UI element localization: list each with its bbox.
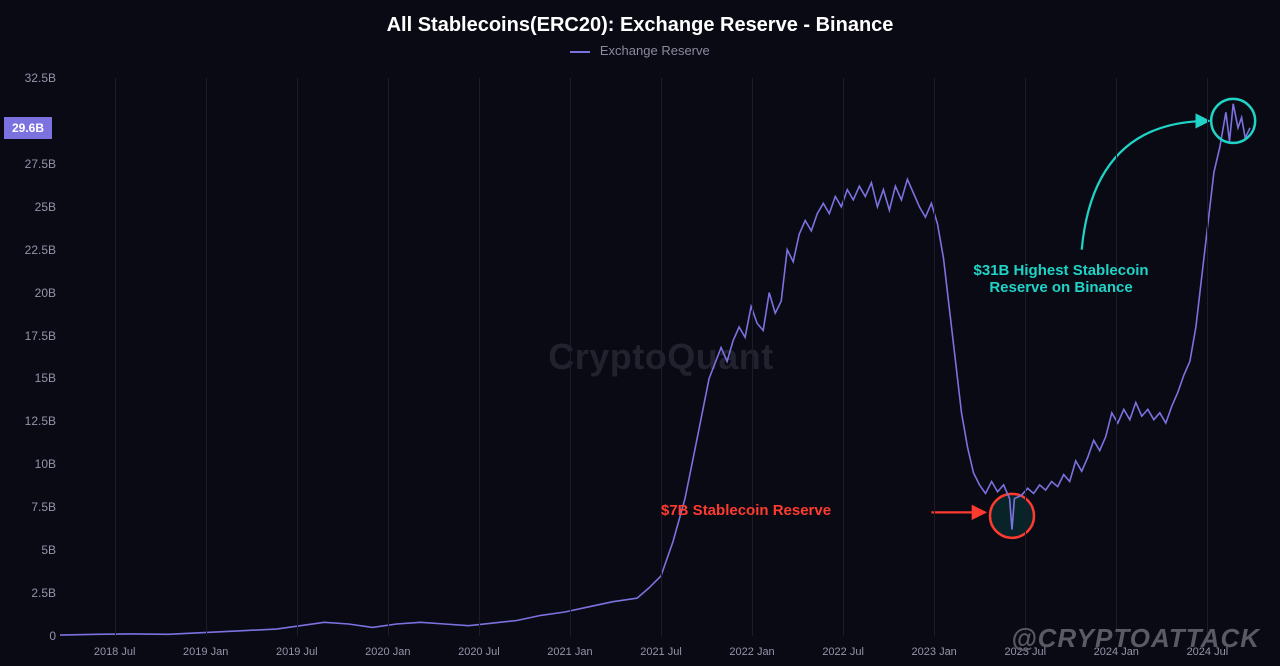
chart-plot-area: CryptoQuant 02.5B5B7.5B10B12.5B15B17.5B2…	[60, 78, 1262, 636]
annotation-high-arrow	[1082, 121, 1209, 250]
y-tick-label: 27.5B	[6, 157, 56, 171]
y-tick-label: 15B	[6, 371, 56, 385]
annotation-high-label: $31B Highest StablecoinReserve on Binanc…	[974, 262, 1149, 296]
chart-legend: Exchange Reserve	[0, 43, 1280, 58]
y-tick-label: 22.5B	[6, 243, 56, 257]
y-tick-label: 17.5B	[6, 329, 56, 343]
series-line	[60, 104, 1250, 635]
x-tick-label: 2019 Jul	[276, 646, 318, 658]
x-tick-label: 2020 Jan	[365, 646, 410, 658]
x-gridline	[1116, 78, 1117, 636]
annotation-low-label: $7B Stablecoin Reserve	[661, 502, 831, 519]
x-tick-label: 2021 Jul	[640, 646, 682, 658]
x-tick-label: 2020 Jul	[458, 646, 500, 658]
x-gridline	[115, 78, 116, 636]
x-gridline	[1207, 78, 1208, 636]
y-tick-label: 25B	[6, 200, 56, 214]
x-gridline	[1025, 78, 1026, 636]
y-tick-label: 12.5B	[6, 414, 56, 428]
x-gridline	[479, 78, 480, 636]
source-handle: @CRYPTOATTACK	[1011, 623, 1260, 654]
x-gridline	[752, 78, 753, 636]
x-gridline	[297, 78, 298, 636]
x-tick-label: 2018 Jul	[94, 646, 136, 658]
chart-title: All Stablecoins(ERC20): Exchange Reserve…	[0, 0, 1280, 37]
x-gridline	[388, 78, 389, 636]
x-tick-label: 2022 Jan	[729, 646, 774, 658]
y-tick-label: 5B	[6, 543, 56, 557]
x-tick-label: 2023 Jan	[912, 646, 957, 658]
y-tick-label: 0	[6, 629, 56, 643]
x-gridline	[661, 78, 662, 636]
legend-label: Exchange Reserve	[600, 43, 710, 58]
x-gridline	[843, 78, 844, 636]
x-gridline	[570, 78, 571, 636]
annotation-low-circle	[990, 494, 1034, 538]
y-tick-label: 2.5B	[6, 586, 56, 600]
y-tick-label: 7.5B	[6, 500, 56, 514]
x-gridline	[206, 78, 207, 636]
y-tick-label: 32.5B	[6, 71, 56, 85]
y-tick-label: 20B	[6, 286, 56, 300]
y-current-badge: 29.6B	[4, 117, 52, 139]
x-tick-label: 2021 Jan	[547, 646, 592, 658]
y-tick-label: 10B	[6, 457, 56, 471]
x-tick-label: 2019 Jan	[183, 646, 228, 658]
legend-swatch	[570, 51, 590, 53]
x-gridline	[934, 78, 935, 636]
x-tick-label: 2022 Jul	[822, 646, 864, 658]
